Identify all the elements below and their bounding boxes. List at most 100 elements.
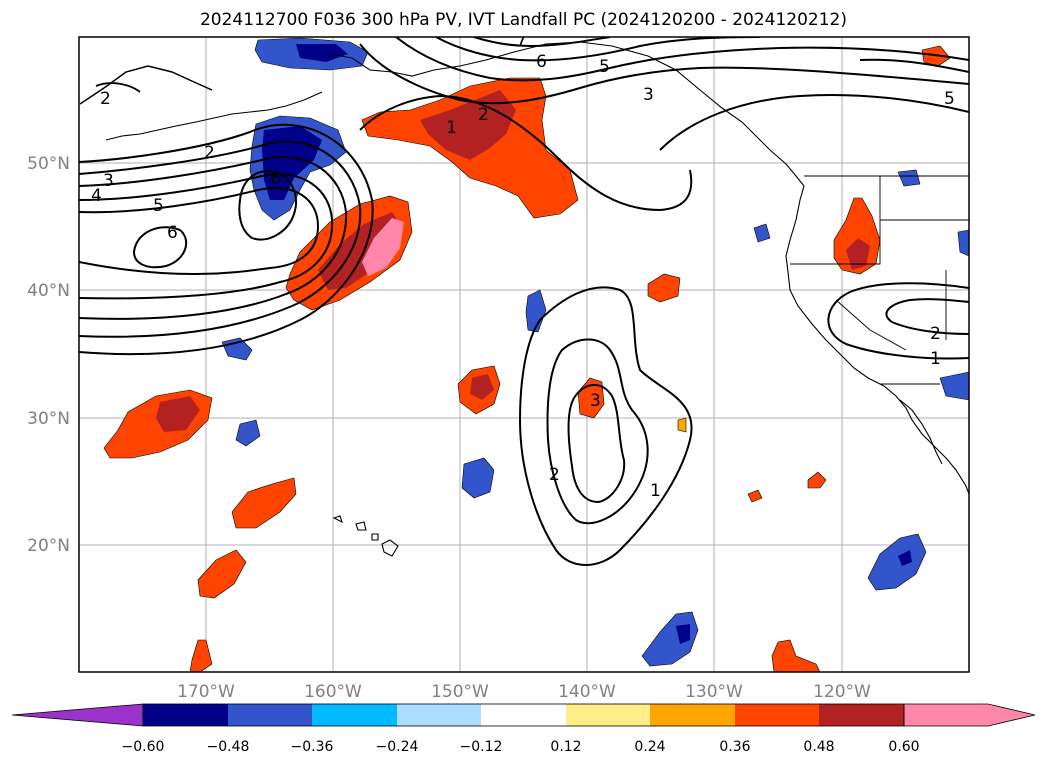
warm-blob-w4 [189, 639, 213, 672]
contour-central-2 [546, 338, 649, 525]
coastlines [79, 41, 969, 557]
colorbar-segment [819, 704, 904, 726]
warm-core-coast [846, 238, 870, 270]
blue-east-4 [957, 229, 969, 257]
warm-blob-s1 [771, 639, 821, 672]
lon-tick-label: 120°W [813, 682, 871, 702]
contour-label: 6 [536, 52, 547, 72]
contour-east-1 [827, 282, 969, 360]
warm-core-gulf [420, 90, 516, 160]
colorbar-tick-label: 0.48 [803, 739, 834, 755]
colorbar-tick-label: 0.60 [888, 739, 919, 755]
hawaii-4 [371, 533, 379, 541]
contour-label: 5 [153, 196, 164, 216]
contour-label: 2 [100, 89, 111, 109]
lat-tick-labels: 50°N 40°N 30°N 20°N [27, 154, 70, 556]
contour-labels: 2 2 3 4 5 6 6 1 2 6 5 3 5 7 2 1 3 2 1 [91, 31, 955, 501]
colorbar-segment [481, 704, 566, 726]
contour-label: 3 [590, 391, 601, 411]
warm-blob-c3 [647, 273, 681, 303]
colorbar-segment [143, 704, 228, 726]
contour-label: 5 [599, 57, 610, 77]
colorbar-segment [566, 704, 650, 726]
pv-contours [79, 37, 969, 566]
contour-label: 2 [549, 465, 560, 485]
contour-north-4 [473, 37, 611, 48]
state-border-3 [835, 299, 907, 351]
warm-small-3 [677, 417, 687, 433]
contour-label: 6 [270, 169, 281, 189]
blue-se-core [898, 550, 912, 566]
warm-core-c1 [470, 374, 494, 400]
blue-small-3 [525, 289, 547, 333]
contour-label: 1 [930, 349, 941, 369]
blue-core-nw-top [296, 44, 348, 62]
blue-east-1 [939, 371, 969, 401]
state-border-1 [790, 176, 881, 265]
positive-pc-shading [103, 45, 951, 672]
lon-tick-label: 150°W [431, 682, 489, 702]
colorbar-tick-label: −0.60 [122, 739, 165, 755]
contour-label: 2 [478, 105, 489, 125]
warm-small-4 [747, 489, 763, 503]
contour-west-1 [79, 123, 374, 356]
contour-gulf-1 [359, 94, 693, 212]
blue-small-4 [461, 457, 495, 499]
contour-north-5 [659, 93, 969, 151]
colorbar-tick-label: 0.36 [719, 739, 750, 755]
warm-blob-w2 [231, 477, 297, 529]
alaska-coast [329, 41, 805, 187]
blue-se [867, 533, 927, 591]
colorbar-segment [735, 704, 819, 726]
lat-tick-label: 30°N [27, 409, 70, 429]
contour-west-3 [79, 156, 348, 320]
aleutian-chain [105, 91, 323, 141]
contour-west-6 [132, 226, 188, 269]
contour-label: 3 [103, 171, 114, 191]
colorbar-segment [312, 704, 397, 726]
colorbar-tick-label: 0.12 [550, 739, 581, 755]
lon-tick-label: 140°W [558, 682, 616, 702]
contour-label: 4 [91, 186, 102, 206]
colorbar-segment [228, 704, 312, 726]
contour-west-5 [79, 187, 320, 276]
colorbar-tick-label: −0.48 [207, 739, 250, 755]
colorbar-tick-label: 0.24 [634, 739, 665, 755]
colorbar-tick-label: −0.12 [460, 739, 503, 755]
contour-label: 7 [516, 31, 527, 51]
hawaii-1 [381, 539, 399, 557]
contour-west-2 [79, 140, 362, 338]
map-border [78, 36, 970, 673]
contour-label: 6 [167, 223, 178, 243]
colorbar-tick-label: −0.36 [291, 739, 334, 755]
map-title: 2024112700 F036 300 hPa PV, IVT Landfall… [199, 10, 847, 30]
lon-tick-labels: 170°W 160°W 150°W 140°W 130°W 120°W [177, 682, 871, 702]
na-west-coast [785, 185, 969, 495]
warm-core-w1 [156, 396, 200, 432]
contour-label: 5 [944, 89, 955, 109]
warm-small-1 [807, 471, 827, 489]
blue-small-2 [235, 419, 261, 447]
contour-north-3 [435, 37, 761, 62]
contour-central-1 [518, 286, 693, 566]
contour-label: 1 [446, 118, 457, 138]
lon-tick-label: 130°W [685, 682, 743, 702]
warm-blob-w3 [197, 549, 247, 599]
contour-north-2 [395, 37, 969, 82]
lat-tick-label: 40°N [27, 281, 70, 301]
contour-label: 2 [930, 324, 941, 344]
hawaii-3 [332, 515, 343, 524]
contour-west-4 [79, 173, 334, 300]
map-content: 2 2 3 4 5 6 6 1 2 6 5 3 5 7 2 1 3 2 1 [79, 31, 969, 672]
blue-east-2 [753, 223, 771, 243]
colorbar-extend-left [11, 703, 144, 727]
colorbar-segment [650, 704, 735, 726]
warm-pink-midpac [362, 218, 404, 276]
colorbar-segment [397, 704, 481, 726]
colorbar-border [142, 703, 905, 727]
colorbar: −0.60 −0.48 −0.36 −0.24 −0.12 0.12 0.24 … [11, 703, 1036, 755]
contour-central-3 [567, 384, 626, 504]
contour-west-7 [238, 170, 297, 241]
lon-tick-label: 170°W [177, 682, 235, 702]
